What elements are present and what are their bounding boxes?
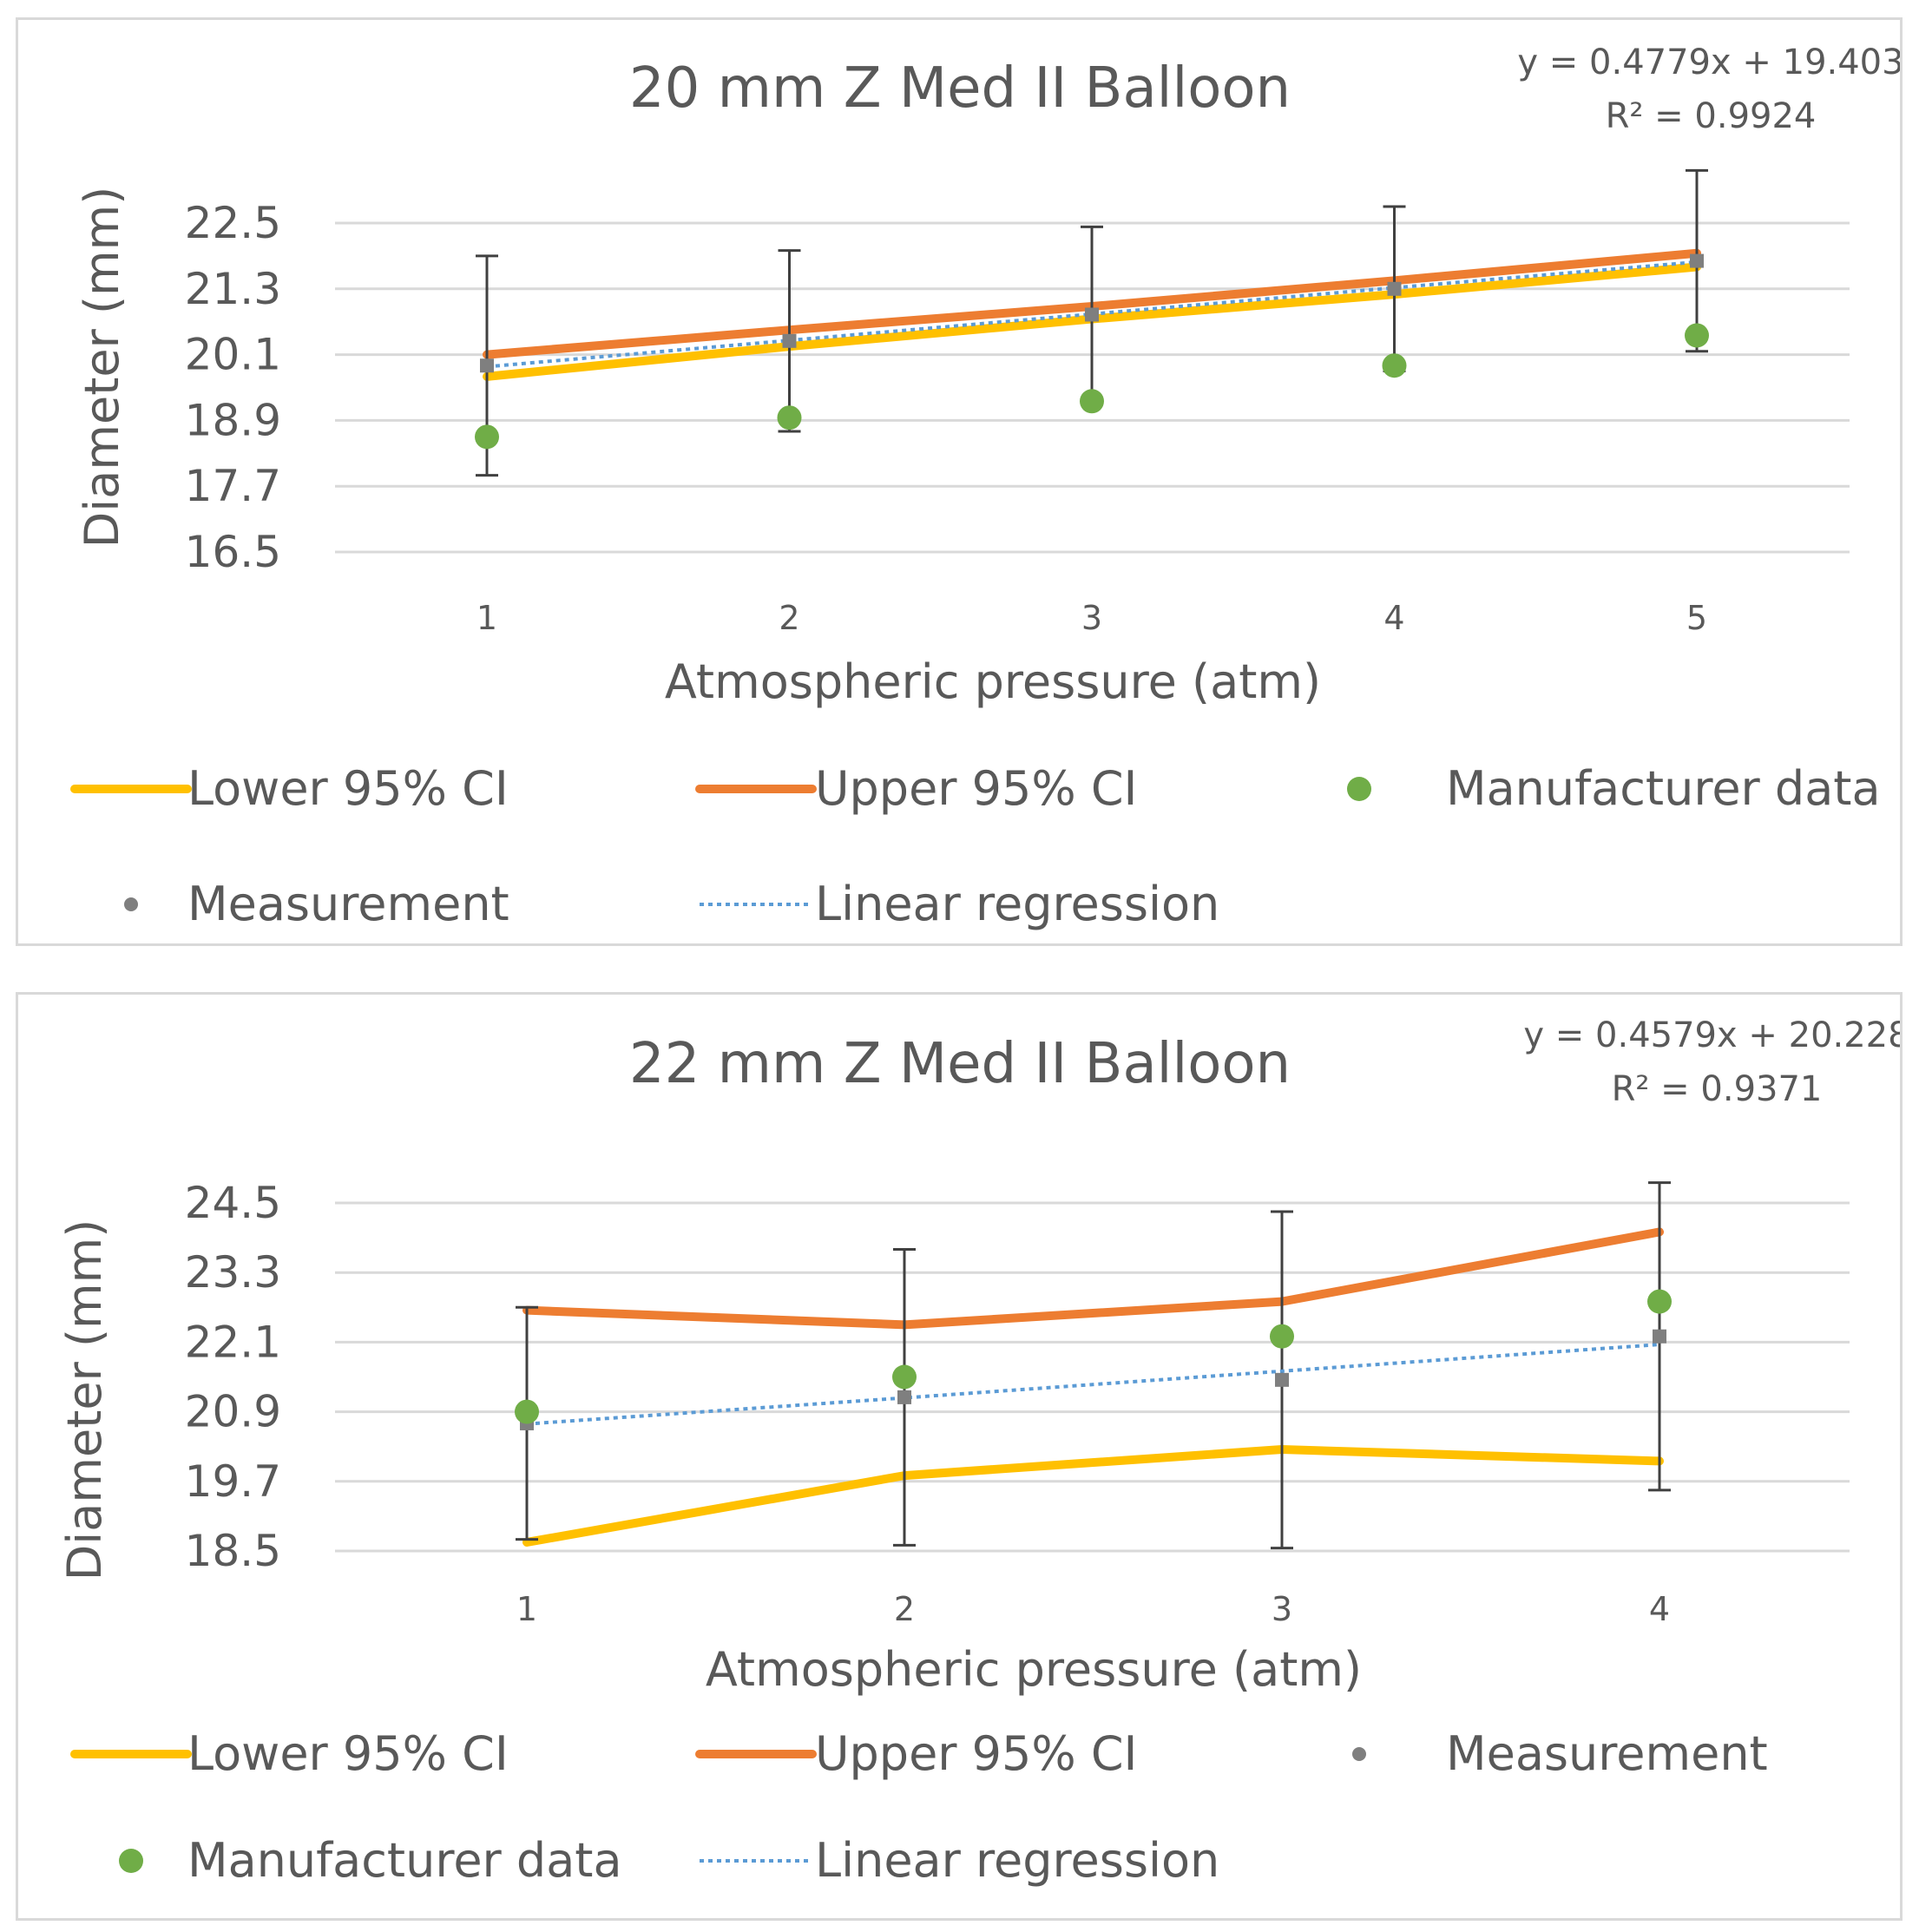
legend-item-lower: Lower 95% CI — [70, 1726, 509, 1781]
trendline-equation: y = 0.4579x + 20.228 — [1523, 1015, 1900, 1055]
x-axis-label: Atmospheric pressure (atm) — [665, 654, 1321, 709]
legend: Lower 95% CI Upper 95% CI Measurement Manuf… — [70, 1726, 1768, 1888]
measurement-point — [480, 358, 494, 373]
trendline-r2: R² = 0.9371 — [1612, 1069, 1823, 1109]
x-tick-label: 1 — [476, 599, 497, 637]
chart-title: 20 mm Z Med II Balloon — [629, 56, 1291, 121]
x-tick-label: 4 — [1383, 599, 1404, 637]
y-tick-label: 22.5 — [185, 198, 281, 248]
regression-series-line — [486, 260, 1698, 369]
manufacturer-point — [515, 1399, 539, 1424]
chart-20mm: 20 mm Z Med II Balloon y = 0.4779x + 19.… — [70, 43, 1900, 931]
manufacturer-point — [1080, 389, 1104, 414]
legend: Lower 95% CI Upper 95% CI Manufacturer dat… — [70, 761, 1881, 931]
measurement-point — [1085, 307, 1099, 322]
chart-panel-22mm: 22 mm Z Med II Balloon y = 0.4579x + 20.… — [16, 992, 1903, 1921]
legend-swatch — [124, 897, 138, 911]
x-tick-label: 4 — [1649, 1590, 1670, 1628]
trendline-r2: R² = 0.9924 — [1606, 96, 1817, 136]
y-tick-label: 17.7 — [185, 461, 281, 511]
legend-item-regression: Linear regression — [700, 877, 1219, 931]
legend-label: Lower 95% CI — [187, 761, 509, 816]
y-tick-label: 23.3 — [185, 1247, 281, 1298]
lower-series-line — [522, 1445, 1664, 1547]
measurement-point — [1387, 281, 1402, 296]
y-tick-label: 19.7 — [185, 1456, 281, 1507]
chart-22mm: 22 mm Z Med II Balloon y = 0.4579x + 20.… — [57, 1015, 1900, 1888]
legend-label: Upper 95% CI — [815, 761, 1138, 816]
y-tick-label: 16.5 — [185, 527, 281, 577]
legend-item-manufacturer: Manufacturer data — [119, 1833, 622, 1888]
y-axis-label: Diameter (mm) — [75, 187, 129, 549]
legend-item-regression: Linear regression — [700, 1833, 1219, 1888]
manufacturer-point — [1647, 1289, 1672, 1314]
legend-item-lower: Lower 95% CI — [70, 761, 509, 816]
measurement-point — [1275, 1372, 1289, 1387]
y-tick-label: 20.9 — [185, 1387, 281, 1437]
manufacturer-point — [1270, 1324, 1294, 1349]
x-tick-label: 2 — [894, 1590, 915, 1628]
legend-label: Lower 95% CI — [187, 1726, 509, 1781]
y-tick-label: 24.5 — [185, 1178, 281, 1228]
x-tick-label: 3 — [1272, 1590, 1292, 1628]
chart-panel-20mm: 20 mm Z Med II Balloon y = 0.4779x + 19.… — [16, 17, 1903, 946]
measurement-point — [897, 1390, 911, 1404]
upper-series-line — [522, 1227, 1664, 1330]
legend-label: Manufacturer data — [187, 1833, 622, 1888]
y-tick-label: 21.3 — [185, 264, 281, 314]
chart-title: 22 mm Z Med II Balloon — [629, 1032, 1291, 1096]
manufacturer-point — [1685, 323, 1709, 348]
legend-swatch — [1347, 777, 1371, 801]
legend-item-measurement: Measurement — [124, 877, 509, 931]
legend-item-measurement: Measurement — [1352, 1726, 1768, 1781]
measurement-point — [1653, 1329, 1666, 1344]
y-tick-label: 20.1 — [185, 330, 281, 380]
legend-label: Linear regression — [815, 1833, 1219, 1888]
measurement-point — [782, 333, 797, 348]
legend-label: Measurement — [1446, 1726, 1768, 1781]
x-tick-label: 3 — [1081, 599, 1102, 637]
legend-swatch — [119, 1849, 143, 1873]
regression-series-line — [526, 1343, 1660, 1426]
x-tick-label: 1 — [516, 1590, 537, 1628]
legend-item-upper: Upper 95% CI — [695, 1726, 1138, 1781]
legend-item-manufacturer: Manufacturer data — [1347, 761, 1881, 816]
legend-label: Linear regression — [815, 877, 1219, 931]
measurement-point — [1690, 253, 1704, 268]
manufacturer-point — [475, 424, 499, 450]
legend-label: Measurement — [187, 877, 509, 931]
gridlines — [335, 1201, 1850, 1553]
y-axis-label: Diameter (mm) — [57, 1219, 112, 1581]
legend-label: Upper 95% CI — [815, 1726, 1138, 1781]
y-tick-label: 18.5 — [185, 1526, 281, 1576]
manufacturer-point — [1382, 353, 1407, 378]
trendline-equation: y = 0.4779x + 19.403 — [1517, 43, 1900, 82]
x-axis-label: Atmospheric pressure (atm) — [706, 1642, 1362, 1697]
x-tick-label: 5 — [1686, 599, 1707, 637]
manufacturer-point — [777, 405, 802, 430]
manufacturer-point — [892, 1364, 917, 1390]
x-tick-label: 2 — [779, 599, 799, 637]
y-tick-label: 18.9 — [185, 395, 281, 445]
y-tick-label: 22.1 — [185, 1317, 281, 1367]
legend-label: Manufacturer data — [1446, 761, 1881, 816]
legend-item-upper: Upper 95% CI — [695, 761, 1138, 816]
legend-swatch — [1352, 1747, 1366, 1761]
